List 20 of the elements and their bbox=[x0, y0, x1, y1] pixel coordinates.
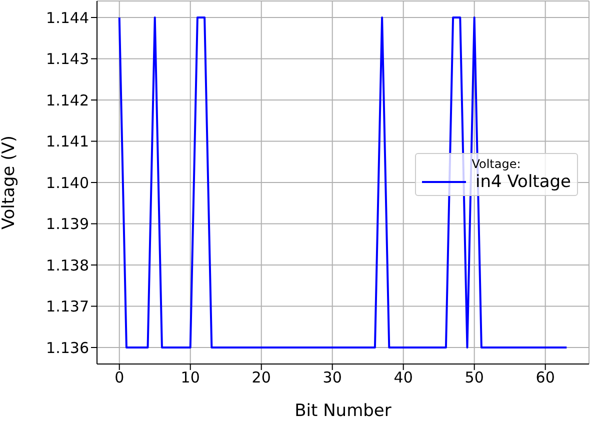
x-tick-label: 50 bbox=[464, 368, 484, 387]
y-tick-label: 1.142 bbox=[46, 91, 89, 110]
y-axis-title: Voltage (V) bbox=[0, 135, 20, 230]
x-tick-label: 30 bbox=[322, 368, 342, 387]
y-tick-label: 1.137 bbox=[46, 298, 89, 316]
x-tick-label: 60 bbox=[536, 368, 555, 387]
x-tick-label: 40 bbox=[394, 368, 413, 387]
legend-label: in4 Voltage bbox=[476, 172, 571, 192]
y-tick-label: 1.140 bbox=[46, 174, 89, 192]
y-tick-label: 1.138 bbox=[46, 256, 89, 274]
y-tick-label: 1.139 bbox=[46, 215, 89, 234]
x-tick-label: 0 bbox=[114, 368, 124, 387]
y-tick-label: 1.141 bbox=[46, 132, 89, 151]
y-tick-label: 1.143 bbox=[46, 50, 89, 68]
legend-title: Voltage: bbox=[470, 157, 522, 171]
y-tick-label: 1.144 bbox=[46, 8, 89, 27]
x-tick-label: 10 bbox=[180, 368, 200, 387]
x-axis-title: Bit Number bbox=[294, 401, 392, 421]
x-tick-label: 20 bbox=[252, 368, 271, 387]
y-tick-label: 1.136 bbox=[46, 338, 89, 357]
